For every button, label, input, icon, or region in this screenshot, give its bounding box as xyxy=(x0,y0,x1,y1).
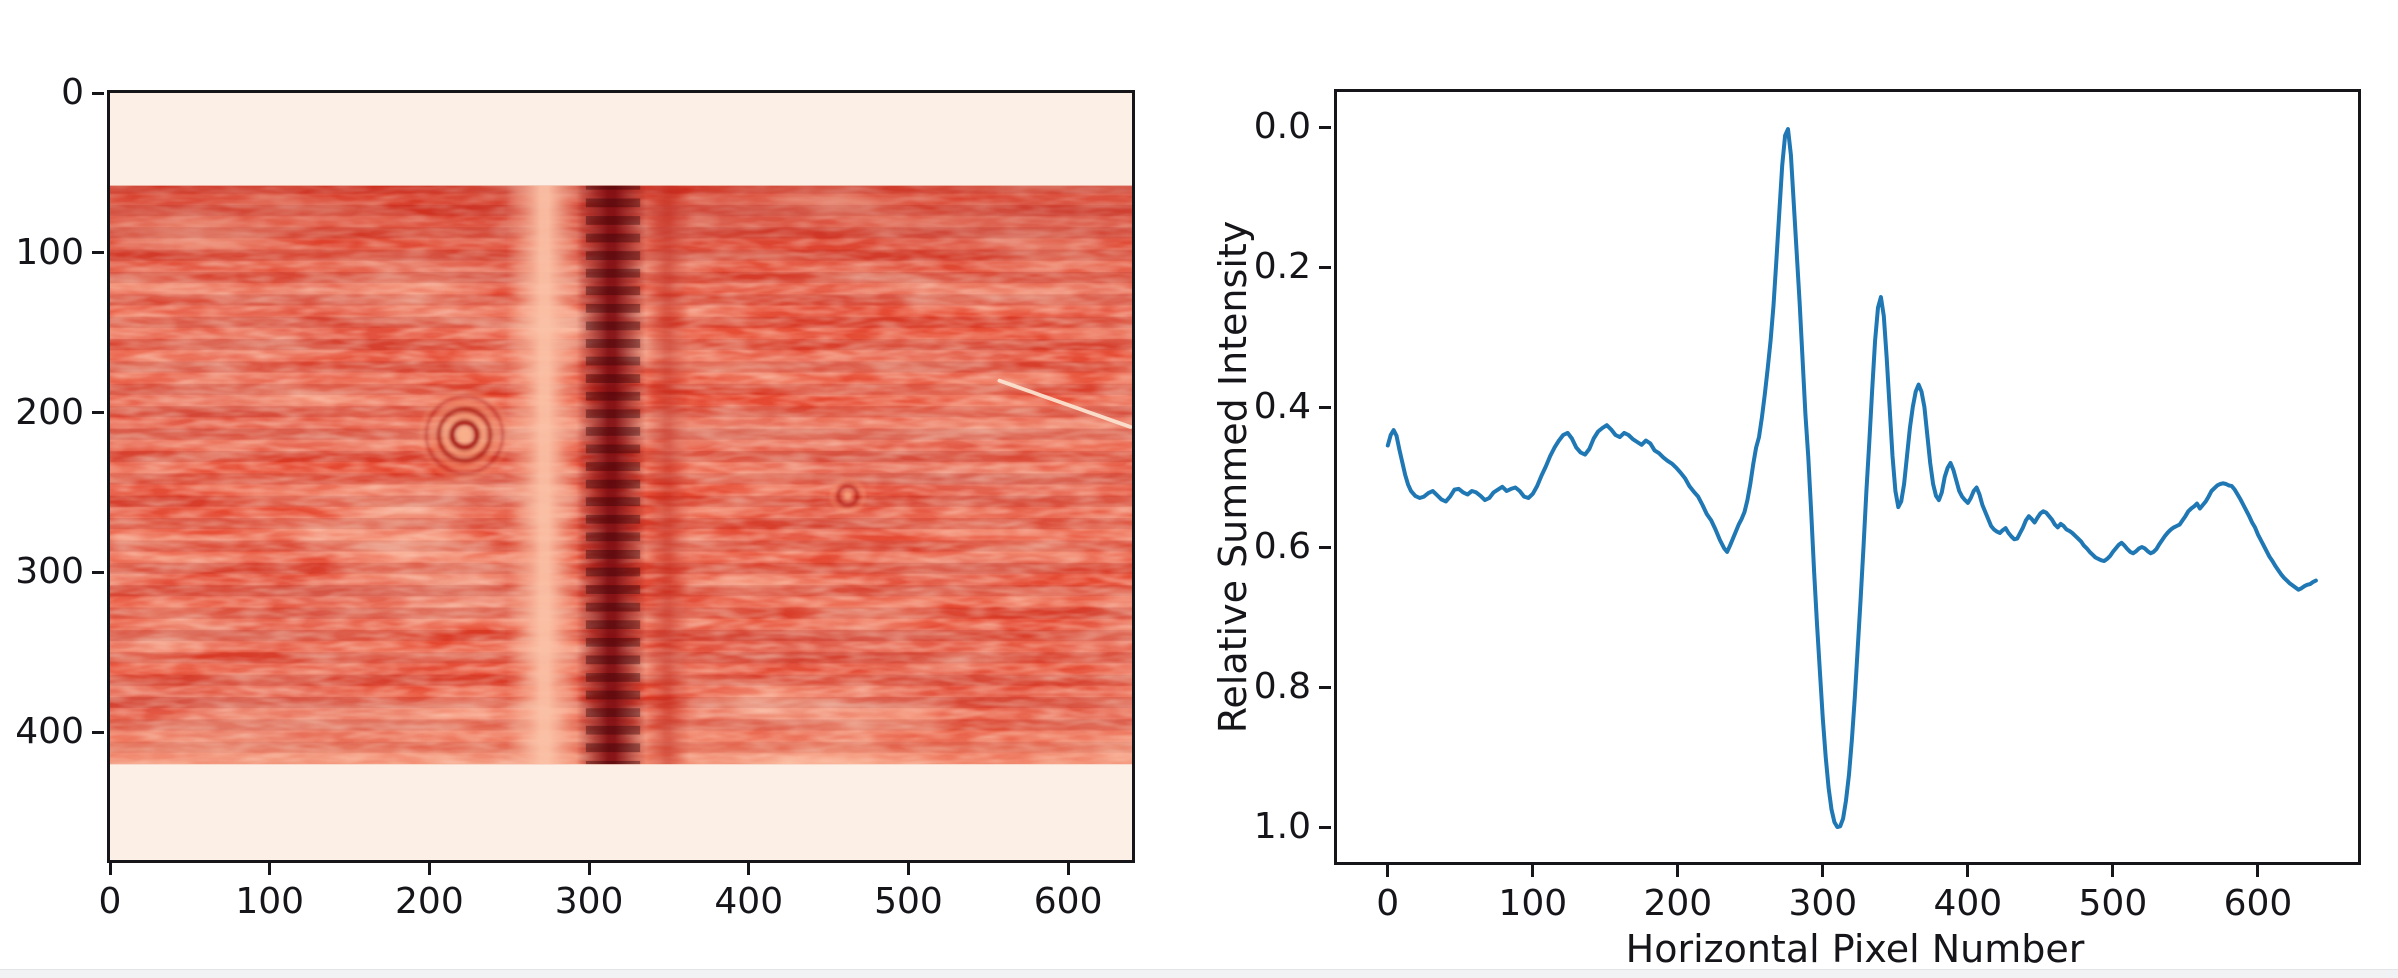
x-tick xyxy=(1821,865,1825,877)
x-tick xyxy=(1676,865,1680,877)
x-tick xyxy=(108,863,112,875)
y-tick xyxy=(1319,545,1331,549)
y-tick-label: 1.0 xyxy=(1253,806,1311,847)
x-tick xyxy=(1386,865,1390,877)
x-tick-label: 600 xyxy=(1033,881,1103,922)
y-tick-label: 0.6 xyxy=(1253,526,1311,567)
line-chart-axes xyxy=(1334,89,2361,865)
x-tick-label: 0 xyxy=(1376,883,1400,924)
y-tick xyxy=(92,730,104,734)
intensity-line-chart xyxy=(1385,127,2318,829)
intensity-series-line xyxy=(1385,127,2318,829)
y-tick xyxy=(1319,405,1331,409)
x-tick-label: 500 xyxy=(2078,883,2148,924)
x-tick-label: 500 xyxy=(874,881,943,922)
taskbar-strip xyxy=(0,969,2398,978)
y-tick xyxy=(1319,125,1331,129)
y-tick xyxy=(92,91,104,95)
y-tick xyxy=(1319,825,1331,829)
x-tick-label: 100 xyxy=(1498,883,1568,924)
y-tick xyxy=(92,251,104,255)
x-tick xyxy=(2111,865,2115,877)
y-tick-label: 100 xyxy=(15,231,84,273)
y-tick-label: 200 xyxy=(15,391,84,433)
y-tick-label: 0 xyxy=(61,72,84,113)
y-tick-label: 300 xyxy=(15,551,84,593)
y-tick xyxy=(1319,685,1331,689)
x-tick-label: 0 xyxy=(98,881,122,922)
x-tick xyxy=(1966,865,1970,877)
x-tick-label: 600 xyxy=(2223,883,2293,924)
x-tick xyxy=(1531,865,1535,877)
x-tick xyxy=(268,863,272,875)
x-tick xyxy=(2256,865,2260,877)
y-tick xyxy=(1319,265,1331,269)
y-tick-label: 0.0 xyxy=(1253,106,1311,147)
y-tick-label: 0.4 xyxy=(1253,386,1311,427)
x-axis-label: Horizontal Pixel Number xyxy=(1625,927,2085,971)
x-tick-label: 300 xyxy=(1788,883,1858,924)
x-tick xyxy=(1066,863,1070,875)
x-tick xyxy=(427,863,431,875)
x-tick xyxy=(587,863,591,875)
y-tick xyxy=(92,570,104,574)
y-tick xyxy=(92,411,104,415)
detector-heatmap-image xyxy=(110,93,1132,860)
heatmap-axes xyxy=(107,90,1135,863)
x-tick-label: 100 xyxy=(235,881,305,922)
y-tick-label: 400 xyxy=(15,711,84,753)
x-tick-label: 400 xyxy=(1933,883,2003,924)
x-tick-label: 400 xyxy=(714,881,784,922)
x-tick-label: 200 xyxy=(395,881,464,922)
y-tick-label: 0.2 xyxy=(1253,246,1311,287)
x-tick-label: 300 xyxy=(554,881,624,922)
x-tick-label: 200 xyxy=(1643,883,1713,924)
y-axis-label: Relative Summed Intensity xyxy=(1211,220,1255,734)
x-tick xyxy=(906,863,910,875)
x-tick xyxy=(747,863,751,875)
y-tick-label: 0.8 xyxy=(1253,666,1311,707)
